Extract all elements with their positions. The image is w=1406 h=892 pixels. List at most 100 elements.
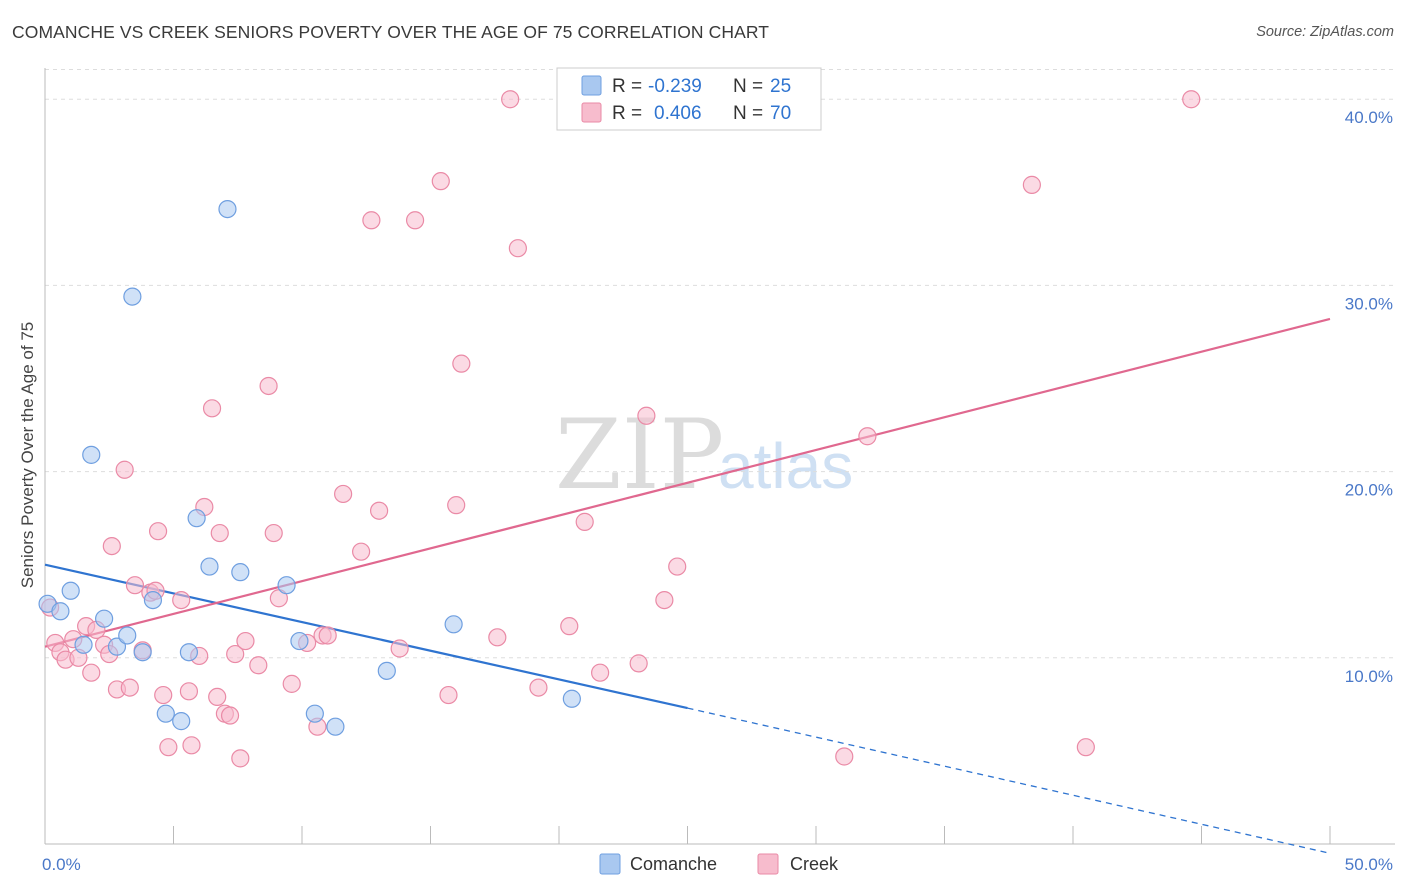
creek-point [452,354,471,373]
creek-point [352,542,371,561]
legend-n-value-creek: 70 [770,103,791,124]
comanche-point [444,615,463,634]
comanche-point [305,704,324,723]
bottom-legend: Comanche Creek [599,853,839,875]
creek-trendline [44,317,1331,648]
legend-n-label-creek: N = [733,103,763,124]
creek-point [182,736,201,755]
creek-point [120,678,139,697]
y-tick-label: 10.0% [1345,667,1393,686]
creek-point [501,90,520,109]
creek-point [370,501,389,520]
comanche-point [51,602,70,621]
comanche-point [218,199,237,219]
legend-r-label-comanche: R = [612,76,642,97]
creek-point [172,590,191,610]
creek-point [1076,738,1095,757]
bottom-legend-swatch-comanche [599,853,621,875]
creek-point [82,663,101,682]
comanche-trendline-extension [687,707,1331,854]
bottom-legend-label-comanche: Comanche [630,854,717,874]
creek-point [405,211,425,230]
creek-point [318,626,337,645]
creek-point [390,639,409,658]
creek-point [637,406,656,425]
comanche-point [231,563,250,582]
creek-point [431,172,450,191]
creek-point [259,376,278,396]
legend-box: R = -0.239 N = 25 R = 0.406 N = 70 [556,67,822,131]
x-tick-label-min: 0.0% [42,855,81,874]
comanche-point [562,689,581,708]
comanche-point [118,626,137,645]
comanche-point [74,635,93,654]
legend-r-value-comanche: -0.239 [648,76,702,97]
creek-point [629,654,648,673]
y-tick-label: 20.0% [1345,481,1393,500]
legend-swatch-creek [581,102,602,123]
creek-point [560,617,579,636]
creek-point [668,557,687,576]
creek-point [447,496,466,515]
legend-r-label-creek: R = [612,103,642,124]
creek-point [264,523,283,543]
x-tick-labels: 0.0% 50.0% [42,855,1393,874]
x-tick-label-max: 50.0% [1345,855,1393,874]
creek-point [362,211,381,230]
creek-point [125,576,145,595]
legend-n-value-comanche: 25 [770,76,791,97]
creek-point [591,663,610,682]
creek-point [249,656,268,675]
comanche-point [82,445,101,464]
comanche-point [133,643,152,662]
chart-title: COMANCHE VS CREEK SENIORS POVERTY OVER T… [12,22,770,42]
creek-point [835,747,854,766]
legend-n-label-comanche: N = [733,76,763,97]
creek-point [488,628,507,647]
comanche-point [187,509,206,528]
creek-point [220,706,240,725]
creek-point [858,427,877,446]
creek-point [282,674,301,693]
creek-point [334,484,353,504]
source-label: Source: ZipAtlas.com [1256,24,1394,40]
creek-point [236,631,255,651]
bottom-legend-swatch-creek [757,853,779,875]
y-axis-title: Seniors Poverty Over the Age of 75 [18,322,37,588]
creek-point [148,522,168,541]
bottom-legend-label-creek: Creek [790,854,839,874]
comanche-point [179,643,199,662]
data-points [38,90,1201,768]
creek-point [1182,90,1201,109]
creek-point [226,644,245,664]
creek-point [439,685,458,705]
legend-r-value-creek: 0.406 [654,103,702,124]
creek-point [529,678,548,697]
comanche-point [377,661,396,680]
y-tick-label: 30.0% [1345,294,1393,313]
creek-point [575,512,594,531]
comanche-point [277,576,296,595]
creek-point [159,738,178,757]
creek-point [102,536,121,556]
comanche-point [172,712,191,731]
creek-point [655,590,674,610]
creek-point [1022,175,1041,194]
comanche-point [123,287,142,306]
watermark-atlas: atlas [718,430,853,502]
creek-point [508,239,527,258]
comanche-point [143,590,163,610]
comanche-point [61,581,80,600]
y-tick-label: 40.0% [1345,108,1393,127]
comanche-point [290,631,309,651]
creek-point [208,687,227,707]
axes [44,68,1395,845]
y-tick-labels: 10.0% 20.0% 30.0% 40.0% [1345,108,1393,686]
creek-point [115,460,134,479]
comanche-point [326,717,345,736]
creek-point [179,682,199,701]
comanche-point [200,557,219,576]
creek-point [231,749,250,768]
comanche-point [156,704,175,723]
